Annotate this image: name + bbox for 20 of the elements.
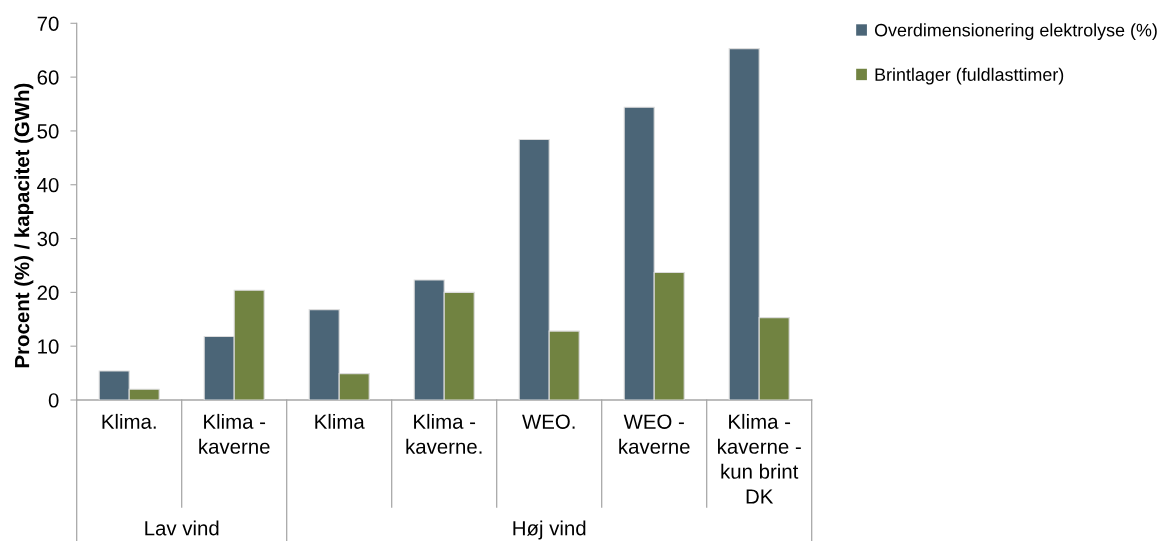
y-tick-label: 0 <box>48 393 59 408</box>
y-tick-label: 40 <box>37 177 59 193</box>
text: Høj vind <box>513 520 586 540</box>
x-tick-label: Klima. <box>102 413 156 429</box>
x-tick-label: Klima - kaverne <box>199 413 270 454</box>
x-tick-label: Klima - kaverne. <box>406 413 482 454</box>
y-tick-label: 50 <box>37 124 59 139</box>
y-tick-label: 70 <box>37 16 59 31</box>
y-tick-label: 10 <box>38 339 59 354</box>
x-tick-label: WEO - kaverne <box>619 414 690 454</box>
y-tick-label: 30 <box>37 231 59 247</box>
y-axis-title: Procent (%) / kapacitet (GWh) <box>14 83 34 368</box>
legend-label: Overdimensionering elektrolyse (%) <box>874 23 1157 41</box>
text: Lav vind <box>145 520 219 536</box>
x-tick-label: WEO. <box>522 414 575 429</box>
y-tick-label: 60 <box>37 70 59 85</box>
x-tick-label: Klima <box>315 413 365 429</box>
legend-label: Brintlager (fuldlasttimer) <box>875 67 1064 85</box>
x-tick-label: Klima - kaverne - kun brint DK <box>718 413 801 504</box>
y-tick-label: 20 <box>37 285 59 300</box>
